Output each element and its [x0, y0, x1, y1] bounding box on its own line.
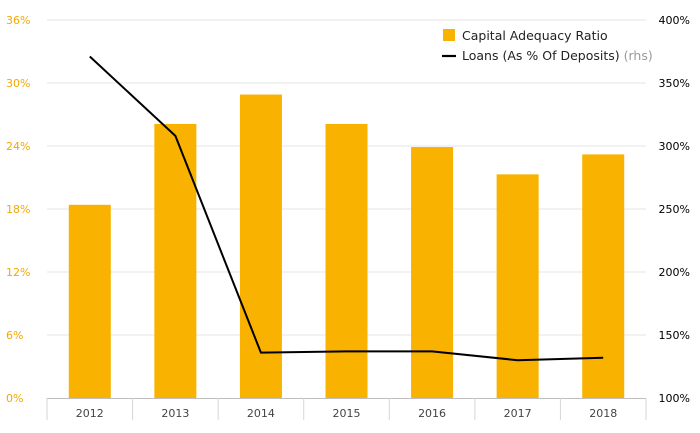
y-left-tick-label: 12%: [6, 266, 30, 279]
bar-2014: [239, 94, 282, 399]
y-left-tick-label: 6%: [6, 329, 23, 342]
y-right-tick-label: 300%: [659, 140, 690, 153]
y-left-tick-label: 24%: [6, 140, 30, 153]
legend: Capital Adequacy Ratio Loans (As % Of De…: [442, 28, 653, 63]
bar-2012: [68, 204, 111, 398]
bar-2017: [496, 174, 539, 398]
y-right-tick-label: 400%: [659, 14, 690, 27]
line-series: [89, 55, 604, 362]
y-right-tick-label: 150%: [659, 329, 690, 342]
y-right-tick-label: 350%: [659, 77, 690, 90]
axes: 0% 6% 12% 18% 24% 30% 36% 100% 150% 200% 250% 300% 3…: [6, 14, 690, 420]
x-tick-label: 2017: [504, 407, 532, 420]
bar-2016: [411, 147, 454, 398]
y-left-tick-label: 30%: [6, 77, 30, 90]
legend-label-capital-adequacy: Capital Adequacy Ratio: [462, 28, 608, 43]
y-left-tick-label: 18%: [6, 203, 30, 216]
legend-label-loans-text: Loans (As % Of Deposits): [462, 48, 620, 63]
bar-series: [68, 94, 625, 399]
x-tick-label: 2016: [418, 407, 446, 420]
legend-swatch-capital-adequacy: [443, 29, 455, 41]
y-right-tick-label: 100%: [659, 392, 690, 405]
x-tick-label: 2013: [161, 407, 189, 420]
legend-label-loans-note: (rhs): [624, 48, 653, 63]
bar-2015: [325, 123, 368, 398]
y-left-tick-label: 0%: [6, 392, 23, 405]
x-tick-label: 2015: [333, 407, 361, 420]
line-loans-to-deposits: [89, 55, 604, 362]
x-tick-label: 2018: [589, 407, 617, 420]
x-tick-label: 2014: [247, 407, 275, 420]
legend-label-loans: Loans (As % Of Deposits) (rhs): [462, 48, 653, 63]
y-right-tick-label: 200%: [659, 266, 690, 279]
bar-2013: [154, 123, 197, 398]
y-right-tick-label: 250%: [659, 203, 690, 216]
x-tick-label: 2012: [76, 407, 104, 420]
bar-2018: [582, 154, 625, 398]
y-left-tick-label: 36%: [6, 14, 30, 27]
